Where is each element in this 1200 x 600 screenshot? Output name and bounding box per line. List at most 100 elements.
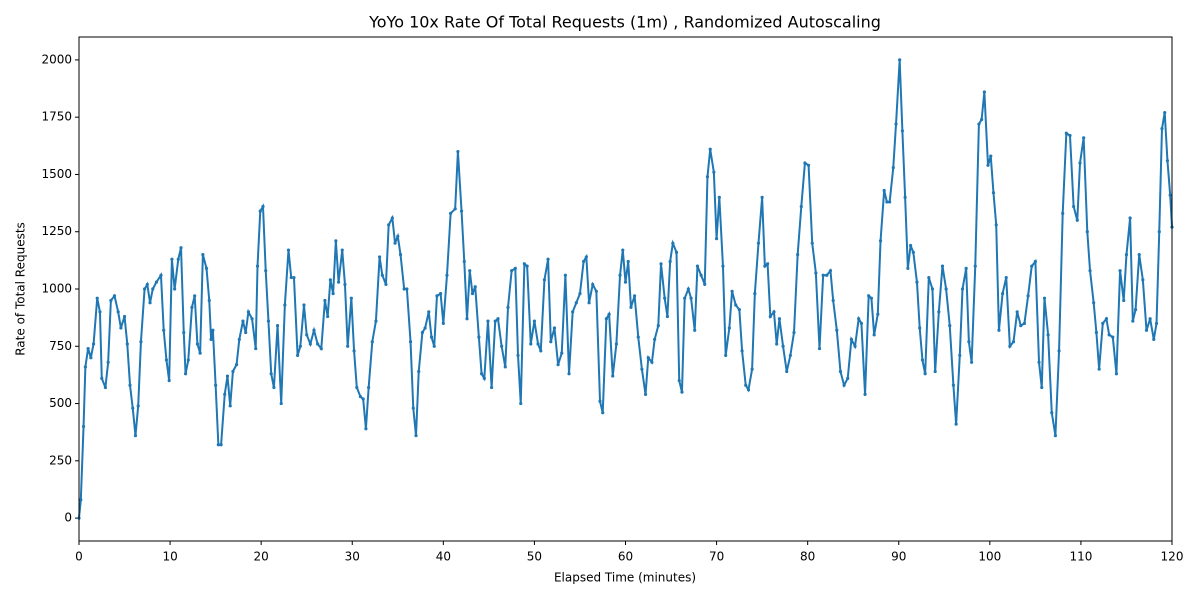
data-point — [604, 317, 608, 321]
data-point — [948, 324, 952, 328]
data-point — [668, 259, 672, 264]
data-point — [1154, 321, 1159, 325]
data-point — [128, 383, 132, 387]
data-point — [582, 259, 586, 264]
data-point — [486, 319, 490, 323]
data-point — [828, 269, 833, 273]
data-point — [393, 241, 397, 245]
data-point — [640, 367, 644, 371]
data-point — [542, 278, 547, 282]
data-point — [195, 342, 200, 346]
data-point — [387, 223, 391, 227]
data-point — [623, 280, 628, 284]
data-point — [1137, 253, 1141, 257]
data-point — [1160, 127, 1164, 131]
data-point — [429, 335, 434, 339]
data-point — [522, 262, 526, 266]
data-point — [364, 427, 368, 431]
data-point — [1118, 269, 1122, 273]
data-point — [193, 294, 197, 298]
data-point — [1094, 330, 1099, 335]
data-point — [1124, 253, 1129, 257]
data-point — [261, 204, 265, 209]
data-point — [982, 90, 986, 94]
data-point — [316, 342, 320, 346]
data-point — [1152, 337, 1156, 341]
data-point — [960, 287, 965, 291]
data-point — [888, 200, 892, 204]
data-point — [91, 342, 96, 346]
data-point — [211, 328, 215, 332]
data-point — [781, 344, 785, 348]
data-point — [705, 175, 710, 179]
data-point — [162, 328, 166, 332]
data-point — [756, 241, 761, 245]
data-point — [334, 239, 338, 243]
data-point — [636, 335, 640, 339]
data-point — [977, 122, 981, 126]
data-point — [1026, 294, 1030, 298]
data-point — [859, 321, 864, 325]
data-point — [951, 383, 956, 387]
data-point — [100, 376, 104, 380]
x-tick-label: 100 — [978, 550, 1001, 564]
data-point — [176, 257, 180, 261]
data-point — [493, 319, 497, 323]
data-point — [283, 303, 287, 307]
data-point — [390, 216, 394, 220]
data-point — [803, 161, 807, 165]
x-tick-label: 30 — [345, 550, 360, 564]
data-point — [432, 344, 436, 348]
data-point — [289, 275, 293, 280]
data-point — [272, 385, 276, 390]
data-point — [148, 301, 152, 305]
data-point — [1037, 360, 1041, 364]
data-point — [246, 310, 251, 314]
data-point — [734, 303, 738, 307]
data-point — [584, 255, 588, 259]
data-point — [567, 372, 571, 376]
data-point — [626, 259, 630, 264]
data-point — [496, 317, 500, 321]
data-point — [1165, 159, 1170, 163]
data-point — [374, 319, 378, 323]
data-point — [923, 372, 927, 376]
data-point — [445, 273, 449, 277]
data-point — [95, 296, 99, 300]
data-point — [154, 280, 159, 284]
data-point — [83, 365, 87, 369]
data-point — [190, 305, 194, 309]
data-point — [598, 399, 602, 403]
data-point — [331, 291, 335, 296]
data-point — [986, 163, 990, 167]
data-point — [145, 282, 149, 287]
data-point — [1133, 308, 1138, 312]
data-point — [821, 273, 825, 277]
data-point — [699, 273, 703, 277]
data-point — [1061, 211, 1065, 215]
data-point — [198, 351, 202, 355]
data-point — [740, 349, 744, 353]
data-point — [792, 330, 796, 335]
data-point — [1057, 349, 1061, 353]
data-point — [765, 262, 770, 266]
data-point — [513, 266, 517, 270]
data-point — [799, 204, 803, 209]
data-point — [312, 328, 316, 332]
data-point — [1104, 317, 1109, 321]
data-point — [878, 239, 883, 243]
data-point — [340, 248, 344, 252]
data-point — [328, 278, 332, 282]
data-point — [470, 291, 475, 296]
data-point — [730, 289, 734, 293]
x-tick-label: 70 — [709, 550, 724, 564]
data-point — [529, 342, 533, 346]
data-point — [618, 273, 622, 277]
data-point — [302, 303, 306, 307]
data-point — [237, 337, 241, 341]
data-point — [456, 149, 460, 154]
data-point — [1163, 111, 1167, 115]
data-point — [228, 404, 232, 408]
data-point — [326, 314, 330, 319]
data-point — [1128, 216, 1132, 220]
